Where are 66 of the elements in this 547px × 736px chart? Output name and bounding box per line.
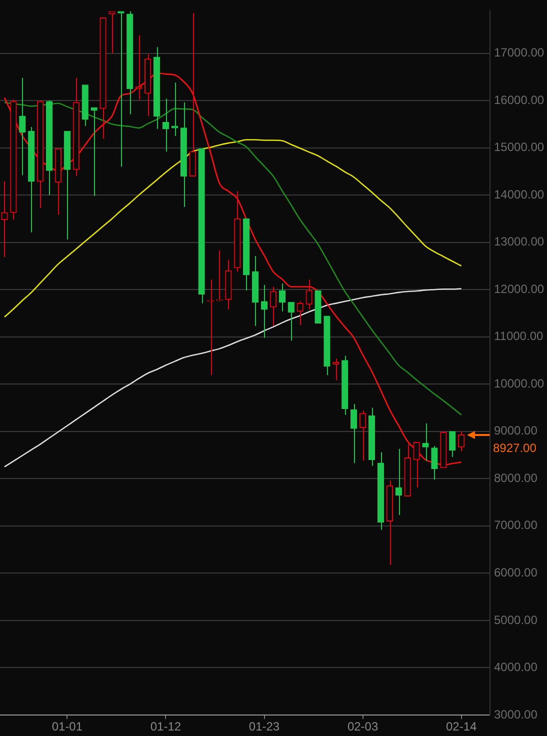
- candlestick: [189, 12, 196, 176]
- x-tick-label: 01-23: [248, 720, 280, 734]
- y-tick-label: 7000.00: [494, 518, 538, 532]
- candlestick: [458, 430, 465, 452]
- candlestick: [126, 10, 134, 115]
- candlestick: [82, 84, 88, 127]
- candlestick: [108, 11, 116, 54]
- candlestick: [368, 407, 376, 466]
- candlestick: [54, 148, 62, 216]
- x-tick-label: 02-14: [446, 720, 477, 734]
- y-tick-label: 5000.00: [494, 612, 538, 627]
- candlestick: [19, 77, 26, 176]
- candlestick: [422, 422, 429, 462]
- candlestick: [234, 190, 241, 272]
- x-tick-label: 01-12: [150, 720, 182, 734]
- y-tick-label: 9000.00: [494, 424, 538, 438]
- candlestick: [324, 316, 330, 376]
- candlestick: [252, 256, 259, 326]
- candlestick: [270, 286, 277, 326]
- candlestick: [359, 410, 366, 462]
- candlestick: [216, 250, 223, 301]
- candlestick: [144, 54, 152, 117]
- candlestick: [90, 107, 98, 197]
- candlestick: [72, 77, 80, 177]
- candlestick: [306, 279, 312, 310]
- candlestick: [36, 100, 44, 208]
- candlestick: [100, 17, 106, 140]
- y-tick-label: 10000.00: [494, 376, 544, 390]
- candlestick: [440, 430, 447, 468]
- y-tick-label: 13000.00: [494, 234, 544, 249]
- candlestick: [10, 99, 17, 220]
- line-series: [4, 102, 462, 416]
- candlestick: [404, 444, 411, 496]
- y-tick-label: 4000.00: [494, 660, 538, 674]
- y-tick-label: 15000.00: [494, 140, 544, 154]
- line-series: [4, 139, 462, 318]
- candlestick: [350, 403, 358, 464]
- y-tick-label: 3000.00: [494, 707, 538, 722]
- y-tick-label: 17000.00: [494, 46, 544, 60]
- candlestick: [64, 130, 71, 240]
- y-tick-label: 12000.00: [494, 282, 544, 296]
- candlestick: [180, 102, 187, 208]
- candlestick: [207, 279, 214, 376]
- x-tick-label: 02-03: [347, 720, 378, 734]
- candlestick: [46, 100, 53, 196]
- candlestick: [153, 46, 160, 130]
- x-tick-label: 01-01: [52, 720, 83, 734]
- candlestick: [449, 431, 456, 458]
- candlestick: [243, 218, 250, 292]
- candlestick: [342, 355, 348, 416]
- candlestick: [198, 148, 205, 304]
- y-tick-label: 14000.00: [494, 187, 544, 202]
- candlestick: [377, 452, 384, 530]
- candlestick: [225, 259, 232, 310]
- line-series: [4, 288, 462, 468]
- annotation: 8927.00: [493, 441, 537, 456]
- y-tick-label: 16000.00: [494, 92, 544, 107]
- candlestick: [28, 126, 35, 233]
- candlestick: [278, 282, 286, 312]
- y-tick-label: 6000.00: [494, 566, 538, 580]
- candlestick: [386, 480, 393, 566]
- candlestick: [171, 82, 178, 136]
- candlestick: [413, 442, 420, 488]
- y-tick-label: 11000.00: [494, 329, 544, 344]
- candlestick: [431, 446, 438, 480]
- y-tick-label: 8000.00: [494, 470, 538, 485]
